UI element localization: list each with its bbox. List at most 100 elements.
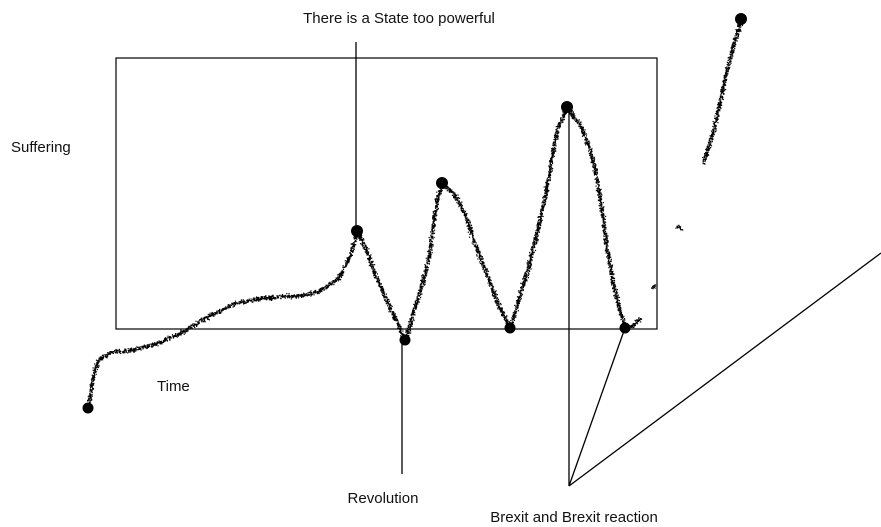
- trace-dot: [271, 298, 273, 300]
- trace-dot: [257, 298, 259, 300]
- trace-dot: [600, 207, 602, 209]
- trace-dot: [160, 340, 162, 342]
- trace-dot: [591, 151, 593, 153]
- trace-dot: [449, 190, 451, 192]
- trace-dot: [588, 145, 590, 148]
- trace-dot: [547, 183, 549, 185]
- trace-dot: [515, 311, 518, 313]
- trace-dot: [372, 264, 374, 266]
- trace-dot: [422, 280, 424, 283]
- trace-dot: [597, 181, 599, 183]
- trace-dot: [605, 243, 607, 245]
- trace-dot: [536, 231, 538, 233]
- trace-dot: [340, 275, 342, 277]
- trace-dot: [323, 289, 325, 291]
- trace-dot: [572, 113, 575, 115]
- trace-dot: [472, 237, 474, 239]
- trace-dot: [371, 257, 373, 259]
- trace-dot: [429, 245, 431, 247]
- trace-dot: [396, 319, 398, 322]
- trace-dot: [362, 241, 364, 243]
- trace-dot: [435, 206, 437, 208]
- trace-dot: [213, 315, 215, 317]
- trace-dot: [96, 361, 98, 363]
- trace-dot: [590, 155, 592, 157]
- trace-dot: [496, 297, 498, 299]
- trace-dot: [169, 336, 171, 338]
- trace-dot: [393, 318, 395, 320]
- trace-dot: [361, 235, 363, 237]
- trace-dot: [526, 266, 529, 268]
- trace-dot: [395, 317, 397, 319]
- trace-dot: [302, 296, 304, 298]
- trace-dot: [612, 291, 614, 293]
- trace-dot: [591, 160, 593, 162]
- trace-dot: [94, 369, 96, 371]
- trace-dot: [468, 221, 470, 224]
- trace-dot: [485, 275, 487, 277]
- trace-dot: [577, 123, 579, 125]
- trace-dot: [480, 258, 482, 260]
- trace-dot: [166, 339, 168, 342]
- trace-dot: [616, 298, 618, 300]
- trace-dot: [468, 225, 470, 227]
- trace-dot: [555, 126, 557, 128]
- trace-dot: [232, 306, 234, 308]
- trace-dot: [603, 231, 605, 233]
- trace-dot: [517, 306, 519, 308]
- trace-dot: [434, 216, 436, 218]
- trace-dot: [464, 216, 466, 218]
- trace-dot: [535, 237, 537, 239]
- trace-dot: [429, 250, 431, 252]
- trace-dot: [541, 208, 543, 210]
- trace-dot: [522, 289, 524, 291]
- trace-dot: [494, 294, 496, 296]
- trace-dot: [530, 258, 532, 260]
- trace-dot: [399, 331, 401, 333]
- trace-dot: [617, 295, 619, 297]
- trace-dot: [89, 388, 91, 390]
- trace-dot: [175, 335, 177, 337]
- trace-dot: [586, 143, 588, 145]
- trace-dot: [412, 318, 415, 320]
- trace-dot: [426, 266, 428, 268]
- trace-dot: [417, 294, 419, 296]
- trace-dot: [374, 268, 376, 270]
- trace-dot: [288, 294, 290, 296]
- trace-dot: [460, 207, 462, 209]
- trace-dot: [330, 283, 332, 285]
- trace-dot: [538, 223, 540, 225]
- trace-dot: [525, 276, 527, 278]
- trace-dot: [428, 260, 430, 262]
- trace-dot: [549, 164, 551, 166]
- trace-dot: [601, 212, 603, 214]
- trace-dot: [540, 221, 542, 224]
- trace-dot: [599, 196, 601, 198]
- trace-dot: [209, 314, 211, 316]
- trace-dot: [199, 319, 201, 321]
- trace-dot: [585, 139, 587, 141]
- trace-dot: [585, 138, 587, 140]
- trace-dot: [551, 157, 553, 160]
- trace-dot: [220, 311, 222, 313]
- trace-dot: [295, 296, 297, 298]
- trace-dot: [431, 229, 433, 231]
- trace-dot: [581, 126, 583, 128]
- trace-dot: [546, 177, 549, 179]
- trace-dot: [373, 275, 375, 277]
- trace-dot: [284, 297, 286, 299]
- trace-dot: [523, 275, 525, 278]
- trace-dot: [134, 350, 136, 352]
- trace-dot: [520, 295, 522, 297]
- trace-dot: [516, 304, 519, 306]
- trace-dot: [599, 203, 601, 205]
- trace-dot: [541, 214, 543, 216]
- trace-dot: [458, 201, 460, 203]
- trace-dot: [100, 359, 102, 361]
- trace-dot: [366, 251, 368, 253]
- trace-dot: [547, 185, 549, 187]
- trace-dot: [169, 338, 171, 340]
- trace-dot: [253, 300, 256, 302]
- trace-dot: [520, 290, 522, 292]
- trace-dot: [89, 390, 91, 392]
